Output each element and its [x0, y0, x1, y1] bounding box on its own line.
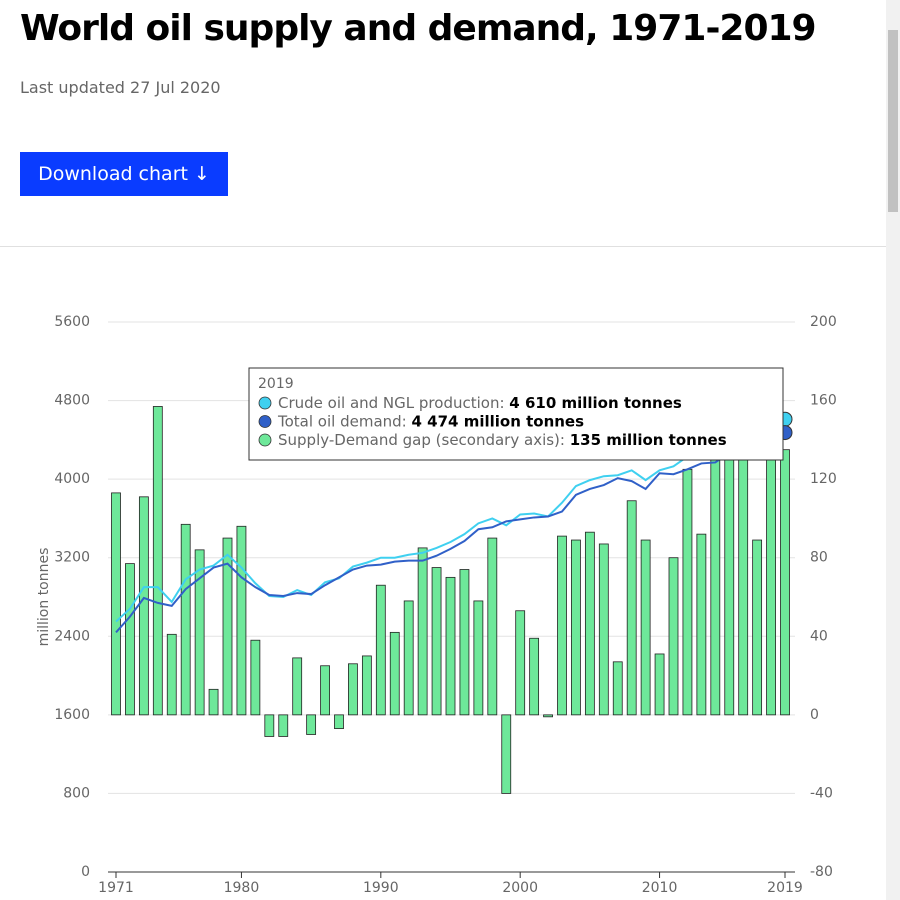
subtitle: Last updated 27 Jul 2020 [20, 78, 221, 97]
bar [612, 661, 623, 716]
bar [626, 500, 637, 716]
bar [640, 539, 651, 716]
tooltip-value: 135 million tonnes [570, 431, 727, 449]
bar [222, 537, 233, 716]
bar [668, 557, 679, 716]
line [115, 418, 786, 623]
y-tick-label: 5600 [54, 314, 90, 330]
y2-tick-label: 160 [810, 393, 837, 409]
bar [752, 539, 763, 716]
bar [403, 600, 414, 716]
y-tick-label: 800 [63, 785, 90, 801]
x-tick-label: 1980 [224, 880, 260, 896]
bar [571, 539, 581, 716]
bar [501, 714, 512, 794]
bar [738, 429, 749, 716]
y-tick-label: 3200 [54, 550, 90, 566]
tooltip-label: Crude oil and NGL production: [278, 394, 505, 412]
bar [710, 439, 721, 716]
bar [654, 653, 665, 716]
y-tick-label: 0 [81, 864, 90, 880]
tooltip: 2019 Crude oil and NGL production: 4 610 … [248, 367, 784, 461]
x-tick-label: 2019 [767, 880, 803, 896]
tooltip-swatch [258, 433, 272, 447]
y2-tick-label: 80 [810, 550, 828, 566]
bar [375, 584, 386, 716]
y2-tick-label: 120 [810, 471, 837, 487]
bar [264, 714, 275, 737]
bar [557, 535, 567, 716]
bar [515, 610, 526, 716]
bar [348, 663, 358, 716]
y2-tick-label: 40 [810, 628, 828, 644]
tooltip-swatch [258, 415, 272, 428]
bar [320, 665, 330, 716]
x-tick-label: 2000 [502, 880, 538, 896]
bar [236, 525, 247, 716]
y-tick-label: 4800 [54, 393, 90, 409]
bar [598, 543, 609, 716]
bar [682, 468, 693, 716]
bar [431, 567, 442, 716]
bar [529, 637, 540, 716]
page-title: World oil supply and demand, 1971-2019 [20, 8, 817, 49]
y2-tick-label: -80 [810, 864, 833, 880]
y-tick-label: 1600 [54, 707, 90, 723]
bar [417, 547, 428, 716]
bar [334, 714, 344, 730]
scrollbar[interactable] [886, 0, 900, 900]
bar [180, 523, 191, 716]
bar [724, 419, 735, 716]
bar [250, 639, 261, 716]
bar [389, 631, 400, 716]
y-axis-label: million tonnes [36, 548, 52, 647]
tooltip-box [248, 367, 784, 461]
bar [766, 421, 776, 716]
tooltip-row: Supply-Demand gap (secondary axis): 135 … [278, 431, 727, 449]
bar [361, 655, 372, 716]
bar [459, 569, 470, 716]
y2-tick-label: -40 [810, 785, 833, 801]
tooltip-swatch [258, 396, 272, 410]
bar [487, 537, 498, 716]
bar [111, 492, 121, 716]
bar [208, 688, 219, 716]
bar [306, 714, 317, 735]
bar [292, 657, 303, 716]
tooltip-year: 2019 [258, 376, 294, 392]
tooltip-label: Supply-Demand gap (secondary axis): [278, 431, 565, 449]
bar [473, 600, 484, 716]
x-tick-label: 1990 [363, 880, 399, 896]
tooltip-row: Total oil demand: 4 474 million tonnes [277, 412, 584, 430]
bar [138, 496, 149, 716]
bar [125, 563, 135, 716]
x-tick-label: 1971 [98, 880, 134, 896]
bar [278, 714, 289, 737]
bar [194, 549, 205, 716]
bar [152, 406, 163, 716]
download-button[interactable]: Download chart ↓ [20, 152, 228, 196]
bar [584, 531, 595, 716]
y2-tick-label: 200 [810, 314, 837, 330]
tooltip-label: Total oil demand: [277, 412, 407, 430]
y2-tick-label: 0 [810, 707, 819, 723]
bar [780, 449, 790, 716]
separator [0, 246, 886, 247]
bar [543, 714, 553, 718]
y-tick-label: 4000 [54, 471, 90, 487]
bar [696, 533, 707, 716]
tooltip-value: 4 610 million tonnes [509, 394, 682, 412]
y-tick-label: 2400 [54, 628, 90, 644]
line [115, 431, 786, 634]
bar [166, 633, 177, 716]
tooltip-value: 4 474 million tonnes [412, 412, 585, 430]
scroll-thumb[interactable] [888, 30, 898, 212]
bar [445, 576, 456, 716]
x-tick-label: 2010 [642, 880, 678, 896]
tooltip-row: Crude oil and NGL production: 4 610 mill… [278, 394, 682, 412]
